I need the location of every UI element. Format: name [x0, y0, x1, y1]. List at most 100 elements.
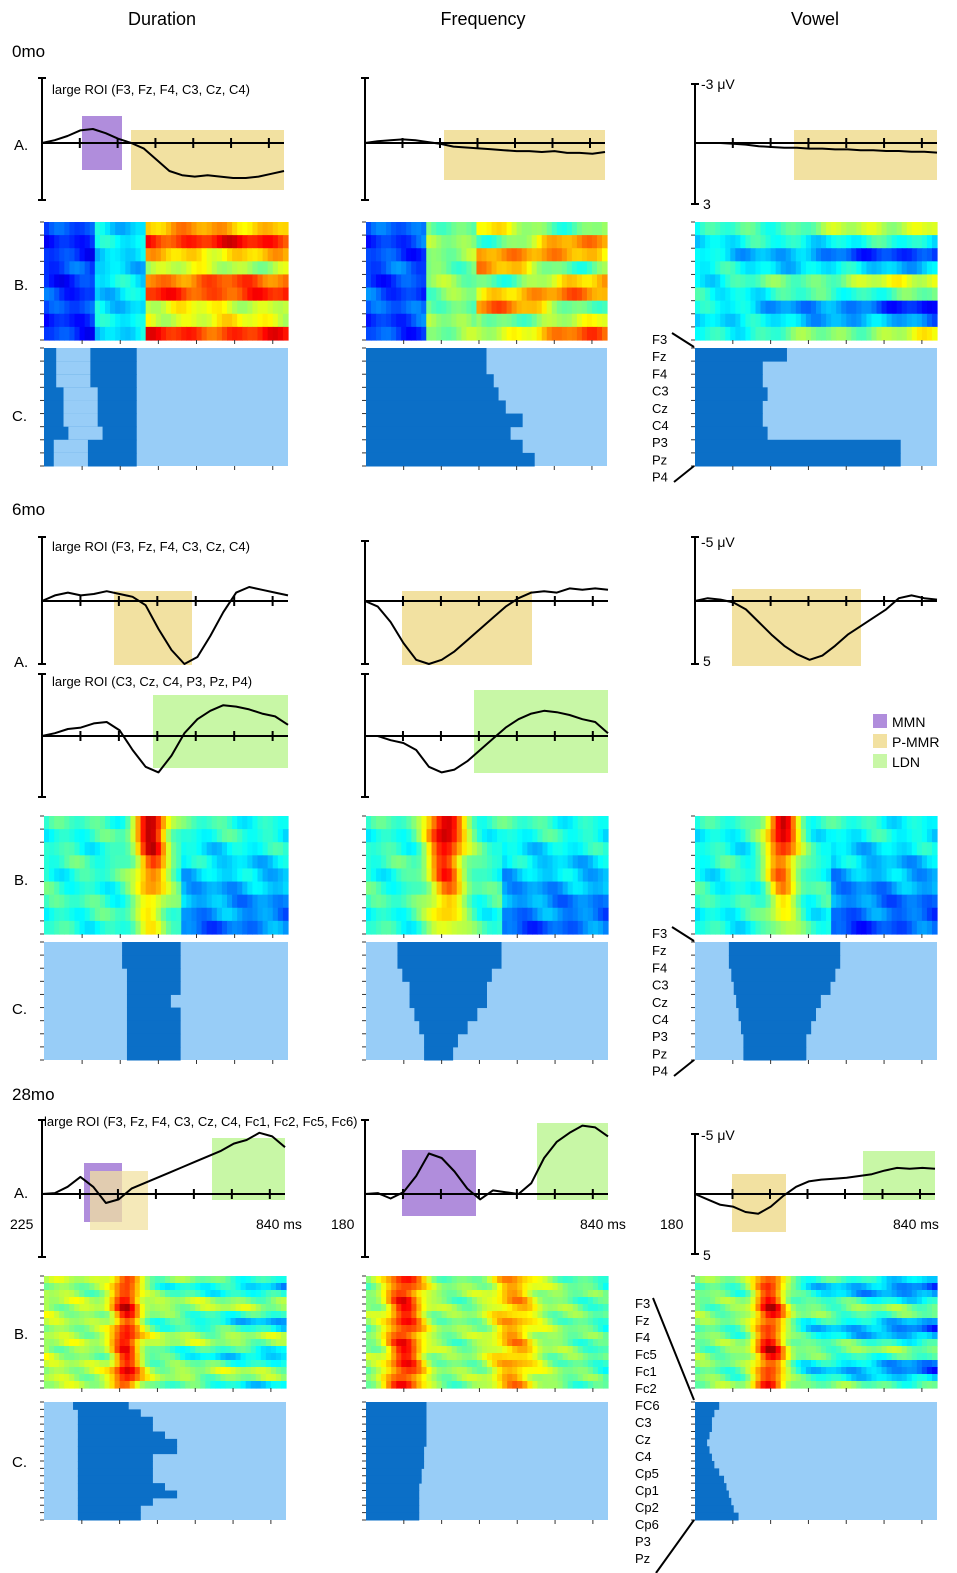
heatmap-cell — [552, 1304, 559, 1312]
heatmap-cell — [755, 274, 762, 289]
heatmap-cell — [871, 313, 878, 328]
heatmap-cell — [230, 1332, 237, 1340]
heatmap-cell — [542, 1283, 549, 1291]
heatmap-cell — [74, 1374, 80, 1382]
heatmap-cell — [487, 1276, 493, 1284]
heatmap-cell — [481, 816, 488, 830]
heatmap-cell — [841, 326, 847, 341]
heatmap-cell — [205, 1374, 211, 1382]
heatmap-cell — [916, 326, 923, 341]
heatmap-cell — [921, 235, 928, 249]
heatmap-cell — [735, 235, 741, 249]
heatmap-cell — [876, 248, 883, 262]
heatmap-cell — [210, 1381, 217, 1389]
heatmap-cell — [511, 248, 518, 262]
heatmap-cell — [206, 816, 213, 830]
heatmap-cell — [125, 287, 132, 302]
heatmap-cell — [876, 287, 883, 302]
heatmap-cell — [154, 1311, 161, 1319]
heatmap-cell — [695, 248, 701, 262]
heatmap-cell — [866, 868, 873, 883]
heatmap-cell — [740, 300, 747, 315]
heatmap-cell — [481, 855, 488, 870]
heatmap-cell — [780, 1318, 787, 1326]
heatmap-cell — [775, 1311, 782, 1319]
heatmap-cell — [200, 1290, 206, 1298]
heatmap-cell — [210, 1332, 217, 1340]
heatmap-cell — [221, 261, 228, 276]
heatmap-cell — [366, 1297, 372, 1305]
heatmap-cell — [272, 287, 279, 302]
heatmap-cell — [130, 261, 137, 276]
heatmap-cell — [120, 842, 126, 856]
heatmap-cell — [250, 1346, 257, 1354]
heatmap-cell — [931, 1304, 938, 1312]
heatmap-cell — [401, 1311, 407, 1319]
heatmap-cell — [695, 855, 701, 870]
heatmap-cell — [185, 1339, 191, 1347]
heatmap-cell — [695, 1297, 701, 1305]
heatmap-cell — [44, 907, 50, 922]
heatmap-cell — [104, 1283, 111, 1291]
heatmap-cell — [572, 1353, 579, 1361]
heatmap-cell — [720, 1360, 726, 1368]
heatmap-cell — [541, 274, 548, 289]
heatmap-cell — [587, 1332, 594, 1340]
heatmap-cell — [551, 313, 558, 328]
heatmap-cell — [59, 855, 65, 870]
heatmap-cell — [537, 894, 544, 909]
heatmap-cell — [391, 842, 397, 856]
heatmap-cell — [185, 1304, 191, 1312]
heatmap-cell — [700, 1304, 706, 1312]
heatmap-cell — [240, 1290, 247, 1298]
heatmap-cell — [710, 1367, 716, 1375]
heatmap-cell — [466, 1297, 473, 1305]
heatmap-cell — [710, 1318, 716, 1326]
heatmap-cell — [502, 1374, 508, 1382]
heatmap-cell — [876, 881, 883, 896]
heatmap-cell — [160, 313, 167, 328]
heatmap-cell — [602, 1339, 609, 1347]
heatmap-cell — [181, 920, 187, 935]
heatmap-cell — [775, 1353, 782, 1361]
heatmap-cell — [69, 1297, 75, 1305]
heatmap-cell — [556, 248, 563, 262]
heatmap-cell — [810, 300, 817, 315]
heatmap-cell — [871, 894, 878, 909]
heatmap-cell — [896, 1339, 903, 1347]
heatmap-cell — [160, 855, 167, 870]
heatmap-cell — [861, 313, 868, 328]
heatmap-cell — [84, 907, 91, 922]
heatmap-cell — [255, 1332, 262, 1340]
heatmap-cell — [546, 287, 553, 302]
heatmap-cell — [831, 894, 837, 909]
heatmap-cell — [149, 1297, 156, 1305]
heatmap-cell — [491, 274, 498, 289]
heatmap-cell — [441, 920, 448, 935]
heatmap-cell — [181, 248, 187, 262]
heatmap-cell — [911, 907, 918, 922]
heatmap-cell — [411, 829, 418, 843]
heatmap-cell — [89, 855, 96, 870]
heatmap-cell — [247, 907, 254, 922]
heatmap-cell — [401, 855, 407, 870]
heatmap-cell — [104, 1332, 111, 1340]
legend-label-ldn: LDN — [892, 754, 920, 770]
heatmap-cell — [411, 326, 417, 341]
heatmap-cell — [386, 855, 392, 870]
heatmap-cell — [411, 816, 418, 830]
heatmap-cell — [44, 1339, 50, 1347]
heatmap-cell — [381, 829, 387, 843]
heatmap-cell — [926, 1346, 933, 1354]
heatmap-cell — [411, 894, 418, 909]
heatmap-cell — [255, 1381, 262, 1389]
heatmap-cell — [139, 1381, 146, 1389]
heatmap-cell — [795, 907, 802, 922]
heatmap-cell — [597, 1353, 604, 1361]
heatmap-cell — [856, 881, 862, 896]
heatmap-cell — [150, 894, 157, 909]
heatmap-cell — [755, 881, 762, 896]
heatmap-cell — [270, 1374, 277, 1382]
heatmap-cell — [795, 868, 802, 883]
heatmap-cell — [911, 816, 918, 830]
